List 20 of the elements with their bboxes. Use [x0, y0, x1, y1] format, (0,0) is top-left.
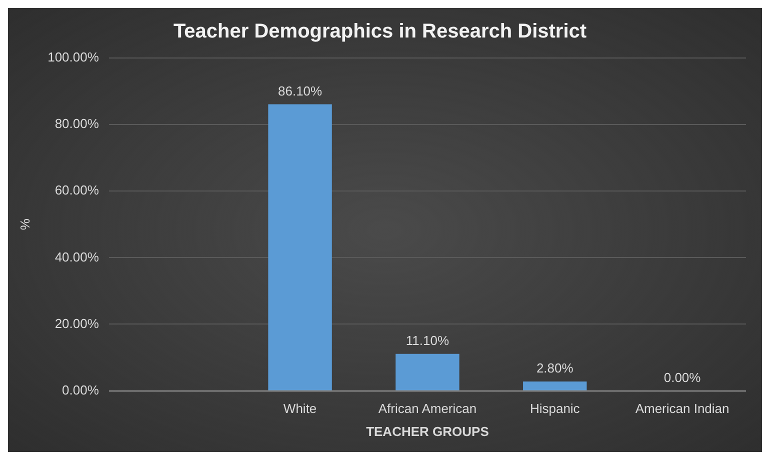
y-tick-label: 0.00% [62, 382, 100, 398]
data-label: 86.10% [278, 83, 323, 98]
y-axis-title: % [17, 218, 32, 230]
y-tick-label: 20.00% [54, 316, 100, 331]
y-tick-label: 80.00% [54, 116, 100, 132]
x-tick-label: African American [378, 401, 477, 416]
x-tick-label: White [283, 401, 317, 416]
x-tick-label: Hispanic [530, 401, 580, 416]
y-tick-label: 40.00% [54, 249, 100, 264]
x-axis-title: TEACHER GROUPS [366, 424, 490, 439]
data-label: 2.80% [536, 360, 574, 376]
y-tick-label: 100.00% [48, 50, 100, 65]
y-tick-label: 60.00% [54, 182, 100, 198]
x-tick-label: American Indian [635, 401, 730, 416]
data-label: 0.00% [664, 370, 702, 385]
bar [396, 354, 460, 390]
bar [523, 381, 587, 390]
data-label: 11.10% [406, 332, 450, 348]
bar [268, 104, 332, 390]
chart-title: Teacher Demographics in Research District [173, 20, 587, 43]
